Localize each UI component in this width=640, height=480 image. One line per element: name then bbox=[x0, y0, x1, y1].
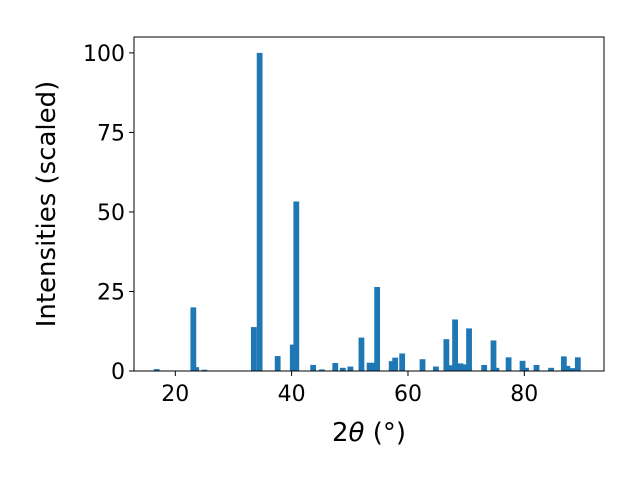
bar bbox=[481, 364, 488, 371]
y-tick-label: 50 bbox=[97, 201, 125, 226]
bar bbox=[452, 319, 458, 371]
bar bbox=[466, 328, 472, 371]
bar bbox=[332, 363, 339, 371]
bar bbox=[419, 359, 426, 371]
x-tick-label: 80 bbox=[510, 382, 538, 407]
bar bbox=[574, 357, 581, 371]
bar bbox=[548, 367, 554, 371]
bar bbox=[447, 365, 454, 371]
bar bbox=[462, 364, 468, 371]
bar bbox=[310, 364, 317, 371]
bar bbox=[366, 362, 373, 371]
ticks-group: 20 40 60 80 0 25 50 75 100 bbox=[83, 42, 538, 407]
bar bbox=[293, 201, 300, 371]
x-tick-label: 20 bbox=[161, 382, 189, 407]
plot-frame bbox=[133, 36, 605, 372]
bar bbox=[443, 339, 450, 371]
bar bbox=[569, 368, 576, 371]
bar bbox=[399, 353, 406, 371]
bar bbox=[432, 366, 439, 371]
bar bbox=[250, 327, 257, 371]
bar bbox=[519, 360, 526, 371]
bar bbox=[190, 307, 197, 371]
x-axis-label: 2θ (°) bbox=[332, 418, 406, 448]
bar bbox=[289, 344, 296, 371]
bar bbox=[339, 367, 346, 371]
y-axis-label: Intensities (scaled) bbox=[32, 81, 62, 328]
bar bbox=[274, 356, 281, 371]
y-tick-label: 75 bbox=[97, 121, 125, 146]
bar bbox=[533, 364, 540, 371]
bar bbox=[457, 363, 464, 371]
bar bbox=[347, 366, 354, 371]
bar bbox=[153, 369, 160, 371]
y-tick-label: 0 bbox=[111, 360, 125, 385]
bars-group bbox=[153, 52, 581, 372]
bar bbox=[256, 52, 263, 372]
bar bbox=[523, 367, 529, 371]
bar bbox=[560, 356, 567, 371]
bar bbox=[490, 340, 497, 371]
y-tick-label: 100 bbox=[83, 42, 125, 67]
bar bbox=[201, 369, 208, 371]
bar bbox=[358, 337, 365, 371]
bar bbox=[505, 357, 512, 371]
bar bbox=[374, 287, 381, 371]
bar bbox=[388, 361, 395, 371]
x-tick-label: 40 bbox=[278, 382, 306, 407]
bar bbox=[392, 357, 399, 371]
bar bbox=[564, 365, 571, 371]
y-tick-label: 25 bbox=[97, 280, 125, 305]
bar bbox=[493, 367, 500, 371]
x-tick-label: 60 bbox=[394, 382, 422, 407]
bar bbox=[193, 367, 200, 371]
bar bbox=[318, 369, 325, 371]
